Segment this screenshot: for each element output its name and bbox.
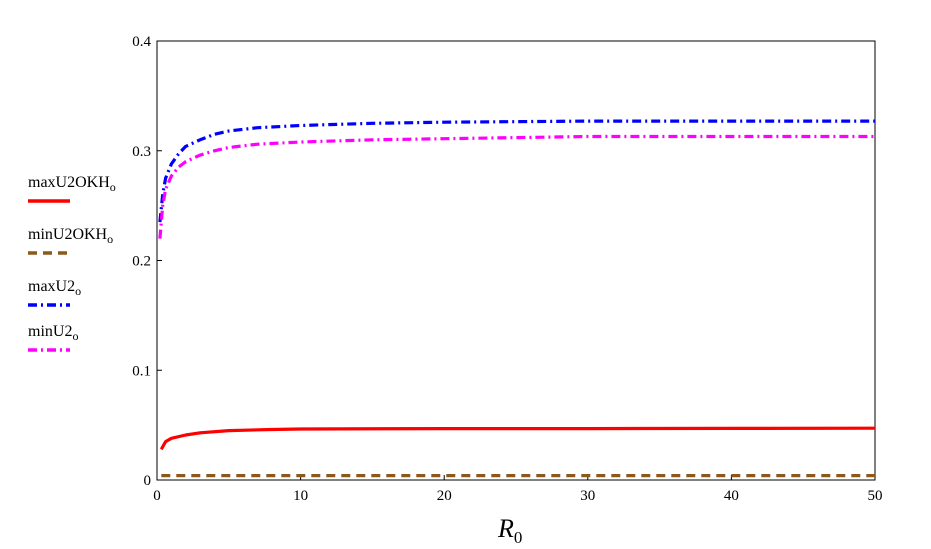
legend-series-name: minU2 xyxy=(28,323,73,340)
legend-item: maxU2OKHo xyxy=(28,174,168,205)
legend-label: maxU2OKHo xyxy=(28,174,168,195)
x-tick-label: 10 xyxy=(293,488,308,504)
legend-series-name: minU2OKH xyxy=(28,226,108,243)
y-tick-label: 0.1 xyxy=(132,363,151,379)
legend-series-subscript: o xyxy=(72,329,79,343)
legend-series-name: maxU2OKH xyxy=(28,174,110,191)
legend-series-subscript: o xyxy=(75,284,82,298)
legend-label: maxU2o xyxy=(28,278,168,299)
plot-frame xyxy=(156,40,876,481)
legend-series-name: maxU2 xyxy=(28,278,76,295)
legend-swatch xyxy=(28,199,70,203)
y-tick-label: 0 xyxy=(144,473,152,489)
series-lines xyxy=(158,119,876,478)
legend-item: maxU2o xyxy=(28,278,168,309)
legend-swatch xyxy=(28,303,70,307)
x-tick-label: 40 xyxy=(724,488,739,504)
series-line-maxu2 xyxy=(158,119,875,223)
legend-series-subscript: o xyxy=(109,180,116,194)
legend-item: minU2o xyxy=(28,323,168,354)
y-tick-label: 0.3 xyxy=(132,144,151,160)
legend-swatch xyxy=(28,251,70,255)
x-tick-label: 50 xyxy=(868,488,883,504)
legend-label: minU2o xyxy=(28,323,168,344)
axis-ticks: 0 10 20 30 40 50 0 0.1 0.2 0.3 0.4 xyxy=(132,34,882,504)
legend-label: minU2OKHo xyxy=(28,226,168,247)
x-tick-label: 30 xyxy=(580,488,595,504)
legend-swatch xyxy=(28,348,70,352)
y-tick-label: 0.2 xyxy=(132,254,151,270)
legend-item: minU2OKHo xyxy=(28,226,168,257)
legend-series-subscript: o xyxy=(107,232,114,246)
series-line-maxu2okh xyxy=(159,426,876,451)
y-tick-label: 0.4 xyxy=(132,34,151,50)
series-line-minu2 xyxy=(158,134,875,239)
x-tick-label: 20 xyxy=(437,488,452,504)
x-tick-label: 0 xyxy=(153,488,161,504)
x-axis-label: R0 xyxy=(498,514,523,547)
